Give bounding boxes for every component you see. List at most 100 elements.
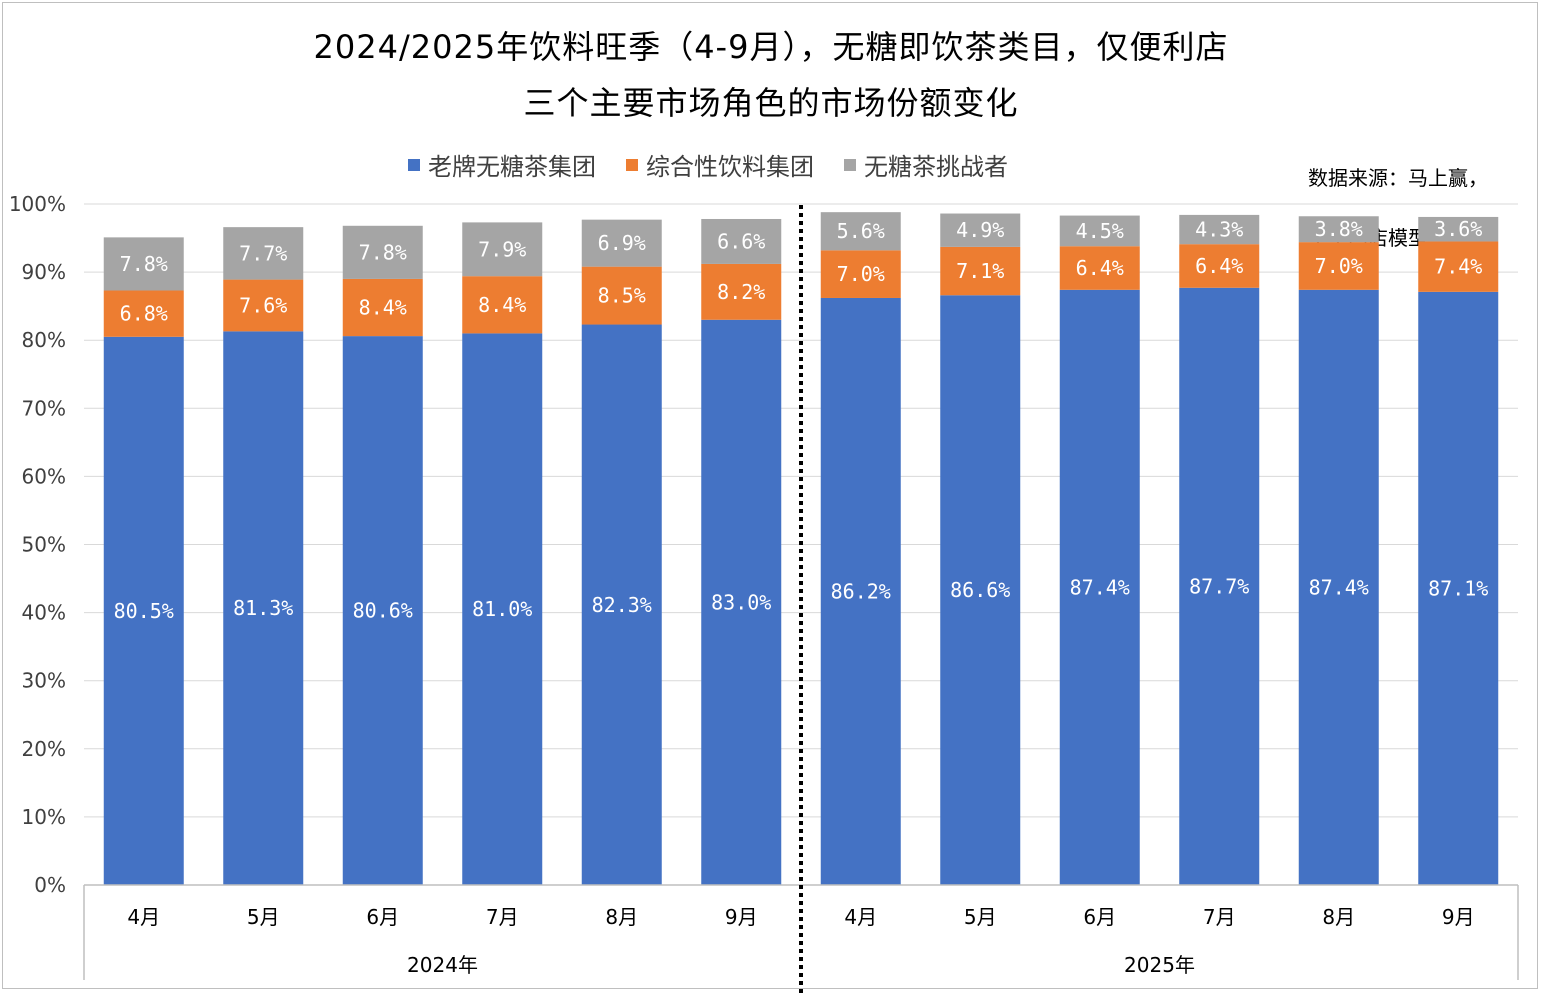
x-tick-label-1: 5月 — [247, 905, 280, 929]
bar-0-10 — [1298, 289, 1379, 885]
legend-label-series-0: 老牌无糖茶集团 — [428, 153, 596, 181]
data-label-1-11: 7.4% — [1434, 255, 1482, 279]
bar-2-2 — [342, 225, 423, 279]
data-label-2-8: 4.5% — [1076, 219, 1124, 243]
y-tick-label-60: 60% — [22, 464, 66, 488]
bar-0-1 — [223, 331, 304, 885]
bar-1-10 — [1298, 242, 1379, 290]
data-label-2-6: 5.6% — [837, 219, 885, 243]
legend: 老牌无糖茶集团 综合性饮料集团 无糖茶挑战者 — [408, 147, 1038, 182]
data-label-2-5: 6.6% — [717, 229, 765, 253]
x-tick-label-0: 4月 — [127, 905, 160, 929]
legend-label-series-1: 综合性饮料集团 — [646, 153, 814, 181]
data-label-1-7: 7.1% — [956, 259, 1004, 283]
data-label-0-3: 81.0% — [472, 597, 532, 621]
data-label-2-0: 7.8% — [120, 252, 168, 276]
data-label-2-4: 6.9% — [598, 231, 646, 255]
legend-swatch-series-1 — [626, 158, 638, 171]
bar-2-1 — [223, 227, 304, 280]
data-label-1-4: 8.5% — [598, 284, 646, 308]
bar-0-4 — [581, 324, 662, 885]
bar-1-0 — [103, 290, 184, 337]
data-label-0-2: 80.6% — [353, 599, 413, 623]
bar-2-7 — [940, 213, 1021, 247]
bar-2-4 — [581, 219, 662, 267]
x-tick-label-2: 6月 — [366, 905, 399, 929]
x-tick-label-4: 8月 — [605, 905, 638, 929]
bar-2-6 — [820, 212, 901, 251]
x-tick-label-3: 7月 — [486, 905, 519, 929]
bar-2-0 — [103, 237, 184, 291]
y-tick-label-10: 10% — [22, 805, 66, 829]
data-label-2-9: 4.3% — [1195, 218, 1243, 242]
data-label-2-2: 7.8% — [359, 240, 407, 264]
bar-0-9 — [1179, 287, 1260, 885]
y-tick-label-100: 100% — [9, 192, 66, 216]
data-label-1-6: 7.0% — [837, 262, 885, 286]
y-tick-label-0: 0% — [34, 873, 66, 897]
bar-1-2 — [342, 278, 423, 337]
bar-2-10 — [1298, 216, 1379, 243]
data-label-1-2: 8.4% — [359, 296, 407, 320]
x-tick-label-6: 4月 — [844, 905, 877, 929]
bar-0-5 — [701, 319, 782, 885]
bar-2-9 — [1179, 214, 1260, 245]
y-tick-label-80: 80% — [22, 328, 66, 352]
data-label-0-6: 86.2% — [831, 579, 891, 603]
y-tick-label-30: 30% — [22, 669, 66, 693]
data-label-0-4: 82.3% — [592, 593, 652, 617]
data-label-1-1: 7.6% — [239, 293, 287, 317]
data-label-0-11: 87.1% — [1428, 576, 1488, 600]
data-label-1-3: 8.4% — [478, 293, 526, 317]
bar-0-0 — [103, 336, 184, 885]
legend-item-series-2: 无糖茶挑战者 — [844, 147, 1008, 182]
bar-2-8 — [1059, 215, 1140, 247]
x-tick-label-7: 5月 — [964, 905, 997, 929]
data-label-2-7: 4.9% — [956, 218, 1004, 242]
y-tick-label-90: 90% — [22, 260, 66, 284]
data-source-line1: 数据来源：马上赢， — [1308, 166, 1488, 190]
bar-0-2 — [342, 336, 423, 885]
data-label-2-3: 7.9% — [478, 237, 526, 261]
x-tick-label-10: 8月 — [1322, 905, 1355, 929]
x-tick-label-11: 9月 — [1442, 905, 1475, 929]
legend-swatch-series-2 — [844, 158, 856, 171]
bar-0-3 — [462, 333, 543, 885]
legend-label-series-2: 无糖茶挑战者 — [864, 153, 1008, 181]
data-label-0-9: 87.7% — [1189, 574, 1249, 598]
data-label-1-0: 6.8% — [120, 302, 168, 326]
bar-1-4 — [581, 266, 662, 325]
bar-0-7 — [940, 295, 1021, 885]
data-label-2-1: 7.7% — [239, 241, 287, 265]
bar-2-5 — [701, 218, 782, 264]
data-label-2-11: 3.6% — [1434, 217, 1482, 241]
y-tick-label-70: 70% — [22, 396, 66, 420]
y-tick-label-20: 20% — [22, 737, 66, 761]
data-label-1-5: 8.2% — [717, 280, 765, 304]
bar-2-3 — [462, 222, 543, 277]
bar-0-6 — [820, 297, 901, 885]
data-label-2-10: 3.8% — [1315, 217, 1363, 241]
y-tick-label-50: 50% — [22, 533, 66, 557]
bar-1-1 — [223, 279, 304, 332]
x-tick-label-9: 7月 — [1203, 905, 1236, 929]
data-label-0-0: 80.5% — [114, 599, 174, 623]
chart-title-line1: 2024/2025年饮料旺季（4-9月），无糖即饮茶类目，仅便利店 — [313, 28, 1229, 66]
legend-item-series-1: 综合性饮料集团 — [626, 147, 814, 182]
bar-0-8 — [1059, 289, 1140, 885]
data-label-1-9: 6.4% — [1195, 254, 1243, 278]
x-tick-label-8: 6月 — [1083, 905, 1116, 929]
bar-1-9 — [1179, 244, 1260, 288]
x-tick-label-5: 9月 — [725, 905, 758, 929]
bar-0-11 — [1418, 291, 1499, 885]
bar-1-8 — [1059, 246, 1140, 290]
data-label-0-7: 86.6% — [950, 578, 1010, 602]
group-label-0: 2024年 — [407, 953, 478, 977]
data-label-0-10: 87.4% — [1309, 575, 1369, 599]
bar-1-5 — [701, 263, 782, 320]
bar-1-3 — [462, 276, 543, 334]
legend-item-series-0: 老牌无糖茶集团 — [408, 147, 596, 182]
bar-2-11 — [1418, 216, 1499, 242]
